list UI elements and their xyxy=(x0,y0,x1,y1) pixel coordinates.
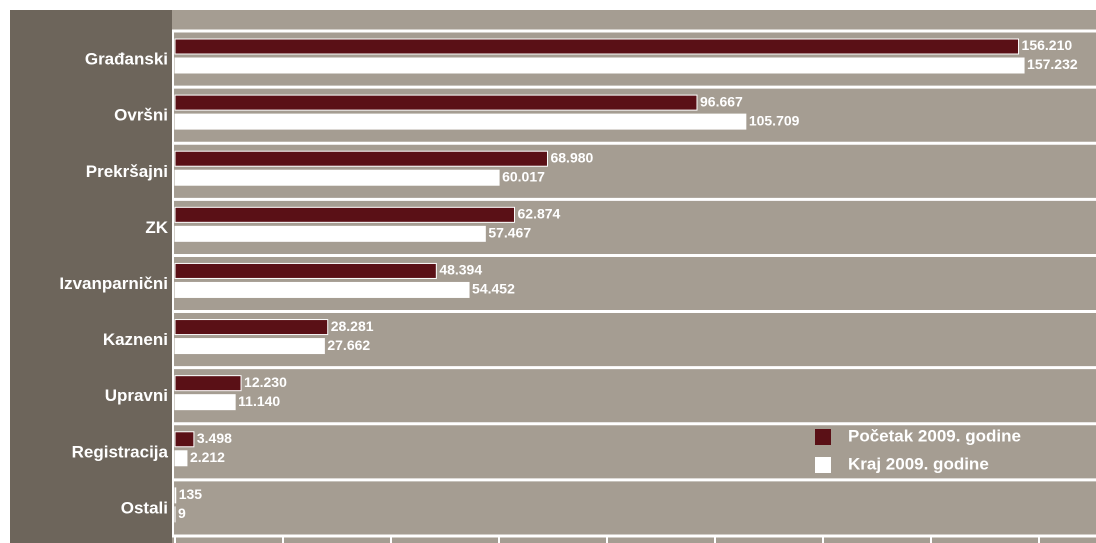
value-label: 12.230 xyxy=(244,374,287,390)
value-label: 28.281 xyxy=(331,318,374,334)
value-label: 11.140 xyxy=(238,393,280,409)
value-label: 3.498 xyxy=(197,430,232,446)
bar xyxy=(174,375,242,392)
value-label: 27.662 xyxy=(327,337,370,353)
value-label: 54.452 xyxy=(472,281,515,297)
bar xyxy=(174,338,325,355)
category-label: Ovršni xyxy=(114,106,168,125)
legend-label: Početak 2009. godine xyxy=(848,426,1021,445)
bar xyxy=(174,38,1020,55)
value-label: 68.980 xyxy=(550,149,593,165)
bar xyxy=(174,94,698,111)
value-label: 156.210 xyxy=(1022,37,1073,53)
value-label: 9 xyxy=(178,505,186,521)
bar xyxy=(174,281,470,298)
value-label: 2.212 xyxy=(190,449,225,465)
bar xyxy=(174,113,747,130)
category-label: Kazneni xyxy=(103,330,168,349)
bar xyxy=(174,431,195,448)
bar xyxy=(174,169,500,186)
category-label: Ostali xyxy=(121,498,168,517)
value-label: 135 xyxy=(179,486,203,502)
value-label: 96.667 xyxy=(700,93,743,109)
label-panel xyxy=(10,10,172,543)
category-label: Izvanparnični xyxy=(59,274,168,293)
bar xyxy=(174,262,437,279)
legend-label: Kraj 2009. godine xyxy=(848,454,989,473)
bar xyxy=(174,57,1025,74)
bar xyxy=(174,206,516,223)
value-label: 105.709 xyxy=(749,112,800,128)
legend-swatch xyxy=(815,429,831,445)
legend-swatch xyxy=(815,457,831,473)
bar xyxy=(174,319,329,336)
value-label: 57.467 xyxy=(488,225,531,241)
bar xyxy=(174,487,177,504)
value-label: 48.394 xyxy=(439,262,482,278)
bar xyxy=(174,394,236,411)
category-label: Prekršajni xyxy=(86,162,168,181)
bar xyxy=(174,450,188,467)
value-label: 62.874 xyxy=(518,206,561,222)
bar xyxy=(174,225,486,242)
bar xyxy=(174,150,548,167)
value-label: 60.017 xyxy=(502,168,545,184)
category-label: Građanski xyxy=(85,50,168,69)
category-label: Upravni xyxy=(105,386,168,405)
category-label: ZK xyxy=(145,218,168,237)
value-label: 157.232 xyxy=(1027,56,1078,72)
category-label: Registracija xyxy=(72,442,169,461)
